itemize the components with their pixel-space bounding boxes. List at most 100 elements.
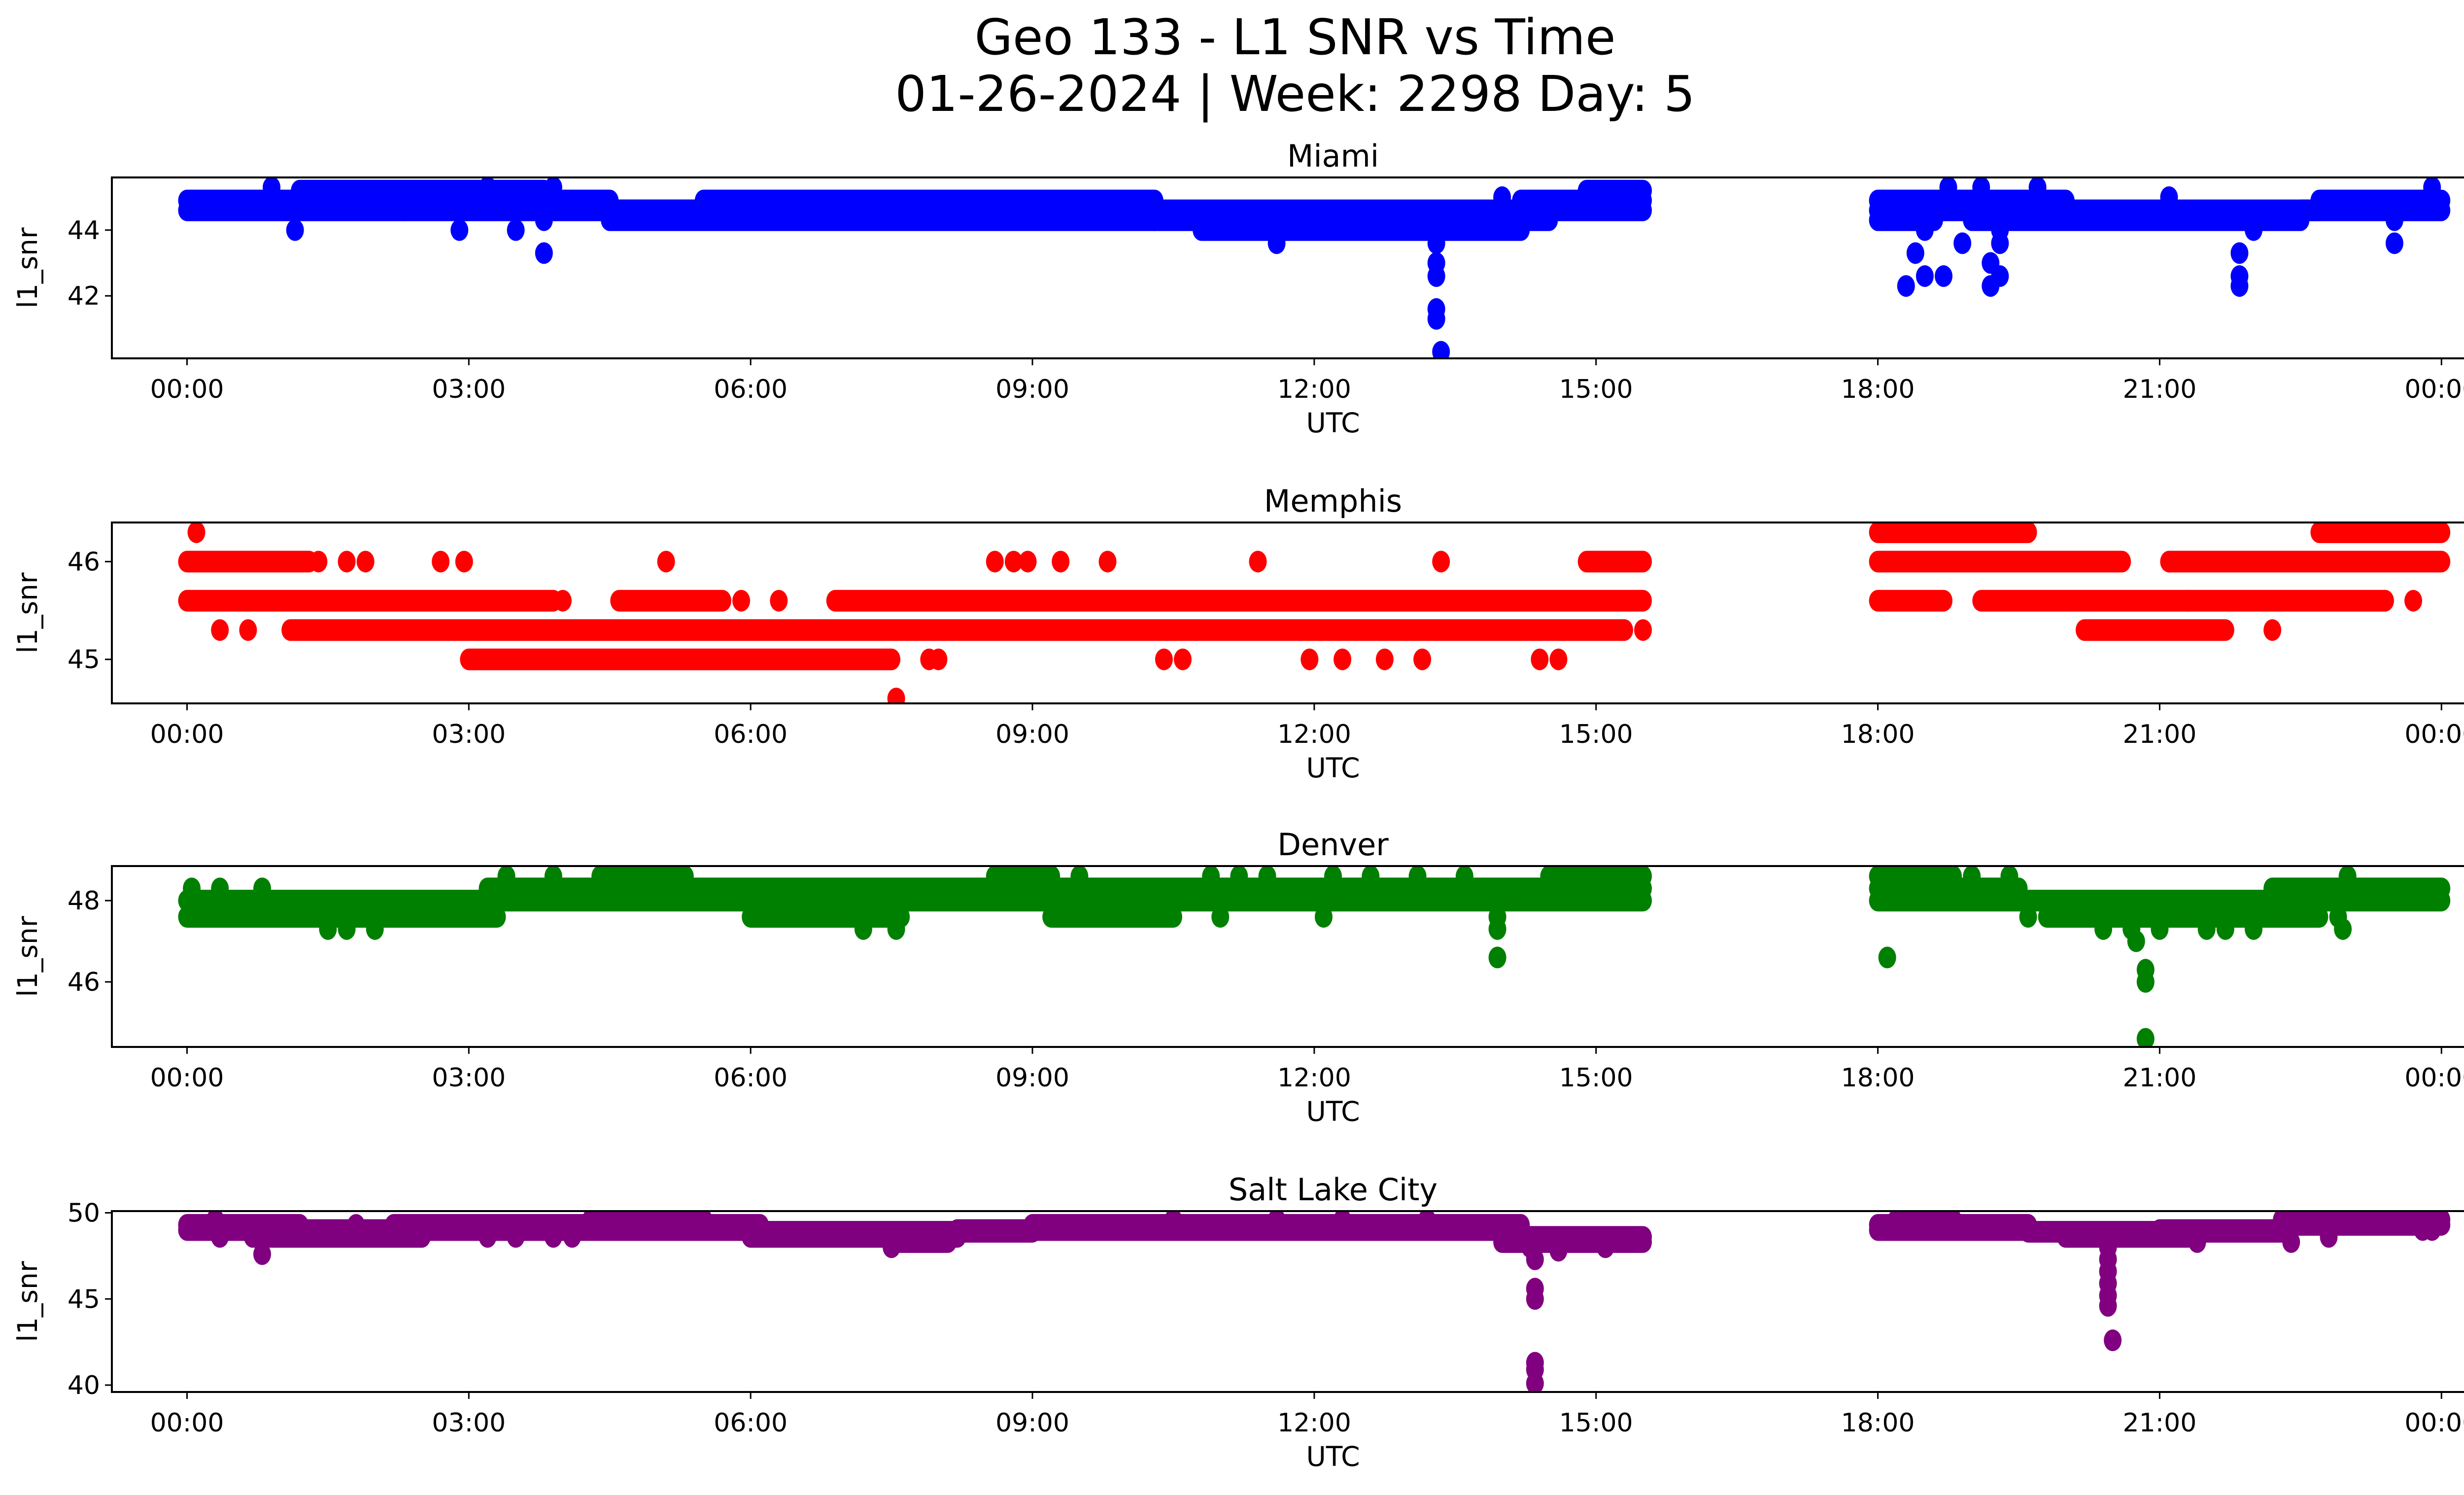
data-point (455, 551, 473, 573)
series-markers (178, 1211, 2451, 1392)
x-tick-label: 18:00 (1841, 720, 1915, 749)
marker-run (591, 866, 694, 887)
x-tick-label: 03:00 (432, 720, 506, 749)
marker-run (1887, 1211, 1962, 1231)
data-point (347, 1214, 365, 1236)
data-point (929, 648, 948, 670)
x-tick-label: 15:00 (1559, 1063, 1633, 1093)
x-tick-label: 00:00 (2404, 1408, 2464, 1438)
data-point (432, 551, 450, 573)
data-point (1267, 232, 1286, 254)
x-tick-label: 00:00 (150, 720, 224, 749)
data-point (479, 177, 497, 199)
x-tick-label: 15:00 (1559, 720, 1633, 749)
data-point (1972, 177, 1990, 199)
panel-title: Salt Lake City (1229, 1172, 1437, 1208)
data-point (2151, 918, 2169, 940)
panel-title: Denver (1277, 827, 1389, 863)
data-point (2282, 1231, 2300, 1253)
x-tick-label: 12:00 (1277, 375, 1351, 404)
data-point (239, 619, 257, 641)
data-point (1953, 232, 1972, 254)
data-point (211, 619, 229, 641)
marker-run (178, 590, 562, 612)
x-tick-label: 12:00 (1277, 1408, 1351, 1438)
x-tick-label: 00:00 (150, 375, 224, 404)
data-point (211, 1226, 229, 1248)
data-point (2230, 275, 2249, 297)
data-point (2160, 186, 2178, 209)
data-point (1935, 265, 1952, 287)
marker-run (1869, 522, 2037, 543)
data-point (356, 551, 375, 573)
panel-salt-lake-city: Salt Lake City 40 45 50 00:00 03:00 06:00 09:00… (12, 1172, 2464, 1472)
data-point (1488, 918, 1506, 940)
data-point (1991, 265, 2009, 287)
data-point (887, 906, 905, 928)
y-tick-label: 45 (68, 645, 100, 675)
marker-run (1193, 219, 1530, 241)
data-point (563, 1226, 582, 1248)
y-tick-label: 46 (68, 547, 100, 577)
data-point (366, 918, 384, 940)
y-tick-label: 44 (68, 216, 100, 245)
y-axis-label: l1_snr (12, 916, 43, 997)
x-axis-label: UTC (1306, 407, 1360, 439)
data-point (1906, 242, 1924, 264)
data-point (507, 1226, 525, 1248)
data-point (2385, 232, 2403, 254)
data-point (263, 177, 281, 199)
marker-run (1869, 590, 1952, 612)
data-point (1334, 648, 1352, 670)
x-tick-label: 18:00 (1841, 1408, 1915, 1438)
data-point (1164, 1211, 1182, 1231)
series-markers (178, 177, 2451, 358)
data-point (1413, 648, 1432, 670)
marker-run (1963, 209, 2310, 231)
data-point (544, 866, 562, 887)
data-point (1916, 265, 1934, 287)
x-tick-label: 18:00 (1841, 375, 1915, 404)
data-point (2028, 177, 2047, 199)
data-point (1019, 551, 1037, 573)
x-tick-label: 09:00 (995, 1408, 1069, 1438)
marker-run (986, 866, 1061, 887)
x-tick-label: 21:00 (2122, 720, 2196, 749)
data-point (2019, 906, 2037, 928)
y-tick-label: 48 (68, 886, 100, 916)
data-point (2179, 590, 2197, 612)
panel-denver: Denver 46 48 00:00 03:00 06:00 09:00 12:00 15:00… (12, 827, 2464, 1127)
data-point (338, 551, 356, 573)
x-tick-label: 18:00 (1841, 1063, 1915, 1093)
data-point (1258, 866, 1276, 887)
data-point (1455, 866, 1473, 887)
data-point (253, 1243, 271, 1265)
data-point (2320, 1226, 2338, 1248)
x-tick-label: 06:00 (714, 1408, 787, 1438)
panel-miami: Miami 42 44 00:00 03:00 06:00 09:00 12:00 15:00 1… (12, 138, 2464, 439)
data-point (338, 918, 356, 940)
marker-run (826, 590, 1652, 612)
panel-title: Miami (1287, 138, 1379, 174)
data-point (1230, 866, 1248, 887)
data-point (1070, 866, 1089, 887)
marker-run (2310, 522, 2451, 543)
marker-run (2075, 619, 2234, 641)
x-tick-label: 06:00 (714, 720, 787, 749)
marker-run (460, 648, 901, 670)
x-tick-label: 09:00 (995, 1063, 1069, 1093)
x-tick-label: 09:00 (995, 720, 1069, 749)
data-point (1526, 1248, 1544, 1270)
marker-run (601, 209, 1164, 231)
x-tick-label: 00:00 (2404, 375, 2464, 404)
data-point (253, 877, 271, 900)
chart-subtitle: 01-26-2024 | Week: 2298 Day: 5 (895, 65, 1695, 123)
marker-run (178, 906, 506, 928)
marker-run (582, 1211, 713, 1231)
data-point (1615, 619, 1633, 641)
marker-run (2263, 877, 2451, 900)
x-tick-label: 03:00 (432, 1063, 506, 1093)
marker-run (1577, 179, 1652, 202)
data-point (2094, 918, 2113, 940)
